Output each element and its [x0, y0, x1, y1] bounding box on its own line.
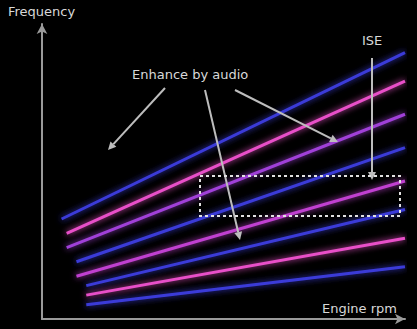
svg-text:Frequency: Frequency	[8, 4, 75, 19]
svg-text:ISE: ISE	[362, 33, 382, 48]
svg-text:Enhance by audio: Enhance by audio	[132, 67, 248, 82]
svg-text:Engine rpm: Engine rpm	[322, 301, 397, 316]
